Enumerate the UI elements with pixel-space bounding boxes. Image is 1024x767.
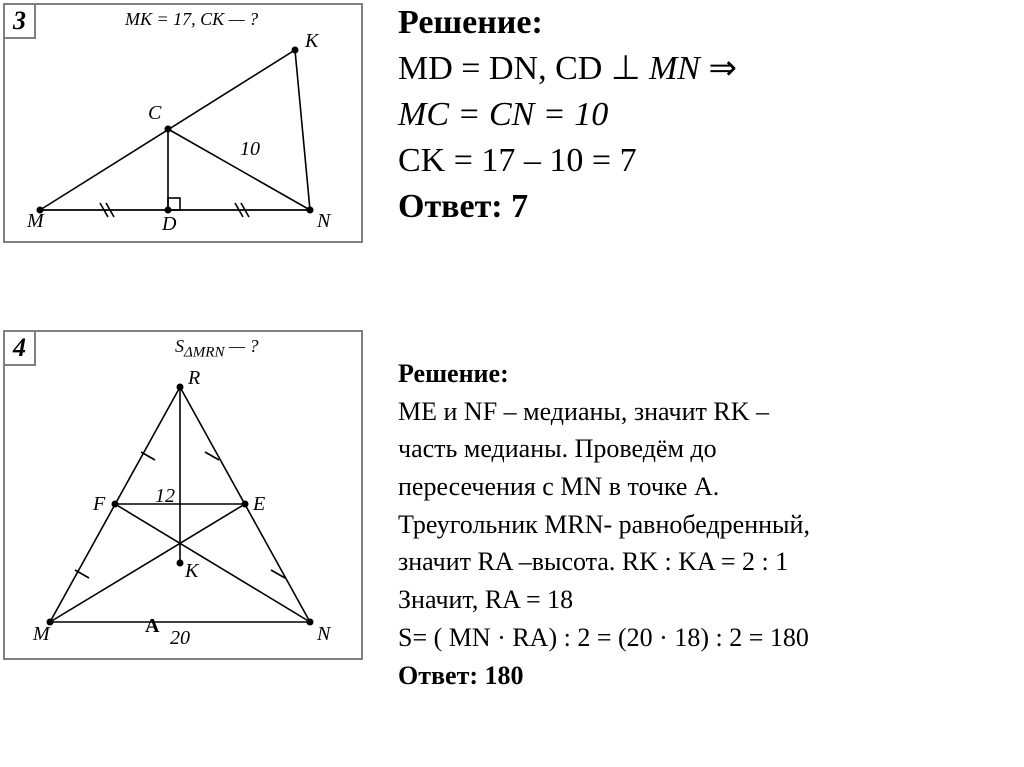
p3-l1b: MN bbox=[640, 50, 708, 87]
p3-sol-l1: MD = DN, CD ⊥ MN ⇒ bbox=[398, 46, 737, 92]
p4-12: 12 bbox=[155, 485, 175, 507]
p4-E: E bbox=[252, 493, 265, 515]
p4-F: F bbox=[92, 493, 106, 515]
p4-K: K bbox=[184, 560, 200, 582]
problem3-diagram: M N K C D 10 bbox=[5, 5, 361, 241]
p3-10: 10 bbox=[240, 138, 260, 160]
p4-l2: часть медианы. Проведём до bbox=[398, 430, 810, 468]
p3-sol-l3: CK = 17 – 10 = 7 bbox=[398, 138, 737, 184]
p3-sol-title: Решение: bbox=[398, 0, 737, 46]
p4-20: 20 bbox=[170, 627, 190, 649]
problem4-box: 4 SΔMRN — ? bbox=[3, 330, 363, 660]
problem3-solution: Решение: MD = DN, CD ⊥ MN ⇒ MC = CN = 10… bbox=[398, 0, 737, 229]
p3-C: C bbox=[148, 102, 162, 124]
p3-l1a: MD = DN, CD bbox=[398, 50, 611, 87]
p4-l4: Треугольник MRN- равнобедренный, bbox=[398, 506, 810, 544]
p3-D: D bbox=[161, 213, 177, 235]
p3-N: N bbox=[316, 210, 332, 232]
p4-ans: Ответ: 180 bbox=[398, 657, 810, 695]
p4-l6: Значит, RA = 18 bbox=[398, 581, 810, 619]
p3-sol-ans: Ответ: 7 bbox=[398, 184, 737, 230]
p3-M: M bbox=[26, 210, 45, 232]
p3-sol-l2: MC = CN = 10 bbox=[398, 92, 737, 138]
p4-l3: пересечения с MN в точке A. bbox=[398, 468, 810, 506]
p4-l1: ME и NF – медианы, значит RK – bbox=[398, 393, 810, 431]
p3-K: K bbox=[304, 30, 320, 52]
p4-N: N bbox=[316, 623, 332, 645]
p3-arrow: ⇒ bbox=[708, 50, 737, 87]
problem4-solution: Решение: ME и NF – медианы, значит RK – … bbox=[398, 355, 810, 694]
p4-l7: S= ( MN · RA) : 2 = (20 · 18) : 2 = 180 bbox=[398, 619, 810, 657]
p4-l5: значит RA –высота. RK : KA = 2 : 1 bbox=[398, 543, 810, 581]
p3-perp: ⊥ bbox=[611, 50, 641, 87]
p3-l2t: MC = CN = 10 bbox=[398, 96, 608, 133]
p4-sol-title: Решение: bbox=[398, 355, 810, 393]
p4-M: M bbox=[32, 623, 51, 645]
problem4-diagram: M N R F E K 12 20 bbox=[5, 332, 361, 658]
p4-A-label: A bbox=[145, 615, 159, 638]
p4-R: R bbox=[187, 367, 200, 389]
problem3-box: 3 MK = 17, CK — ? bbox=[3, 3, 363, 243]
